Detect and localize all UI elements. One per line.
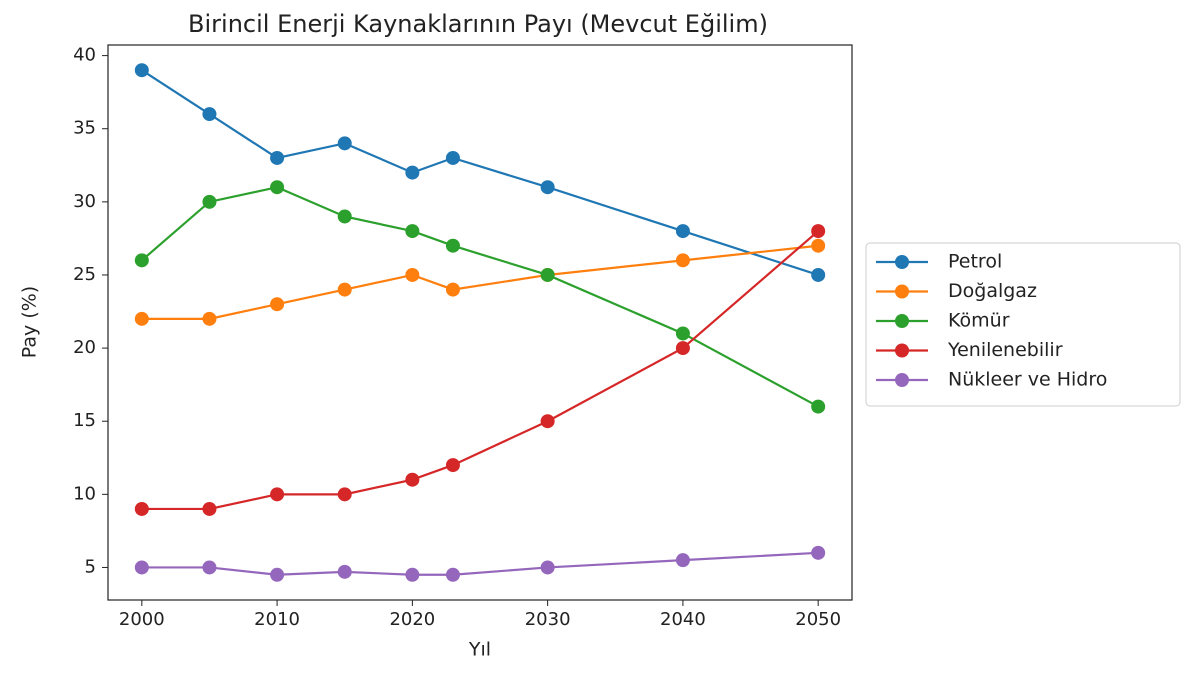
series-line: [141, 244, 819, 320]
data-point: [540, 414, 555, 429]
data-point: [445, 458, 460, 473]
series-line: [141, 186, 819, 408]
y-tick-label: 10: [73, 483, 96, 504]
data-point: [202, 560, 217, 575]
data-point: [134, 501, 149, 516]
series-line: [141, 230, 819, 511]
data-point: [445, 567, 460, 582]
data-point: [270, 297, 285, 312]
data-point: [202, 311, 217, 326]
legend-marker: [895, 314, 909, 328]
data-point: [811, 399, 826, 414]
x-tick-label: 2050: [795, 609, 841, 630]
data-point: [337, 564, 352, 579]
legend-marker: [895, 373, 909, 387]
y-tick-label: 35: [73, 118, 96, 139]
data-point: [675, 341, 690, 356]
legend-label: Yenilenebilir: [947, 339, 1063, 361]
data-point: [337, 209, 352, 224]
data-point: [405, 165, 420, 180]
data-point: [811, 267, 826, 282]
data-point: [675, 224, 690, 239]
x-tick-label: 2020: [389, 609, 435, 630]
data-point: [405, 267, 420, 282]
data-point: [270, 567, 285, 582]
chart-title: Birincil Enerji Kaynaklarının Payı (Mevc…: [188, 10, 768, 38]
y-tick-label: 30: [73, 191, 96, 212]
legend-label: Doğalgaz: [948, 280, 1037, 302]
x-axis-label: Yıl: [468, 639, 491, 661]
legend-marker: [895, 343, 909, 358]
data-point: [445, 238, 460, 253]
y-tick-label: 20: [73, 337, 96, 358]
legend-marker: [895, 284, 909, 299]
y-tick-label: 5: [85, 556, 96, 577]
y-tick-label: 40: [73, 45, 96, 66]
data-point: [405, 472, 420, 487]
data-point: [540, 180, 555, 195]
data-point: [134, 560, 149, 575]
data-point: [337, 136, 352, 151]
data-point: [202, 501, 217, 516]
data-point: [675, 253, 690, 268]
y-tick-label: 25: [73, 264, 96, 285]
data-point: [445, 150, 460, 165]
data-point: [405, 224, 420, 239]
legend-label: Kömür: [948, 310, 1010, 332]
data-point: [134, 253, 149, 268]
data-point: [811, 238, 826, 253]
data-point: [270, 180, 285, 195]
data-point: [811, 224, 826, 239]
data-point: [134, 311, 149, 326]
y-tick-label: 15: [73, 410, 96, 431]
data-point: [540, 267, 555, 282]
x-tick-label: 2030: [525, 609, 571, 630]
legend-label: Nükleer ve Hidro: [948, 369, 1107, 391]
series-line: [141, 69, 819, 277]
x-tick-label: 2010: [254, 609, 300, 630]
legend-box: [865, 242, 1181, 407]
data-point: [202, 194, 217, 209]
data-point: [270, 487, 285, 502]
data-point: [811, 545, 826, 560]
y-axis-label: Pay (%): [19, 286, 41, 358]
data-point: [202, 107, 217, 122]
data-point: [675, 553, 690, 568]
legend-marker: [895, 255, 909, 269]
data-point: [337, 487, 352, 502]
data-point: [540, 560, 555, 575]
data-point: [405, 567, 420, 582]
x-tick-label: 2040: [660, 609, 706, 630]
data-point: [337, 282, 352, 297]
data-point: [445, 282, 460, 297]
data-point: [134, 63, 149, 78]
legend-label: Petrol: [948, 251, 1002, 273]
data-point: [675, 326, 690, 341]
x-tick-label: 2000: [119, 609, 165, 630]
plot-frame: [107, 44, 853, 601]
series-line: [141, 551, 819, 576]
data-point: [270, 150, 285, 165]
